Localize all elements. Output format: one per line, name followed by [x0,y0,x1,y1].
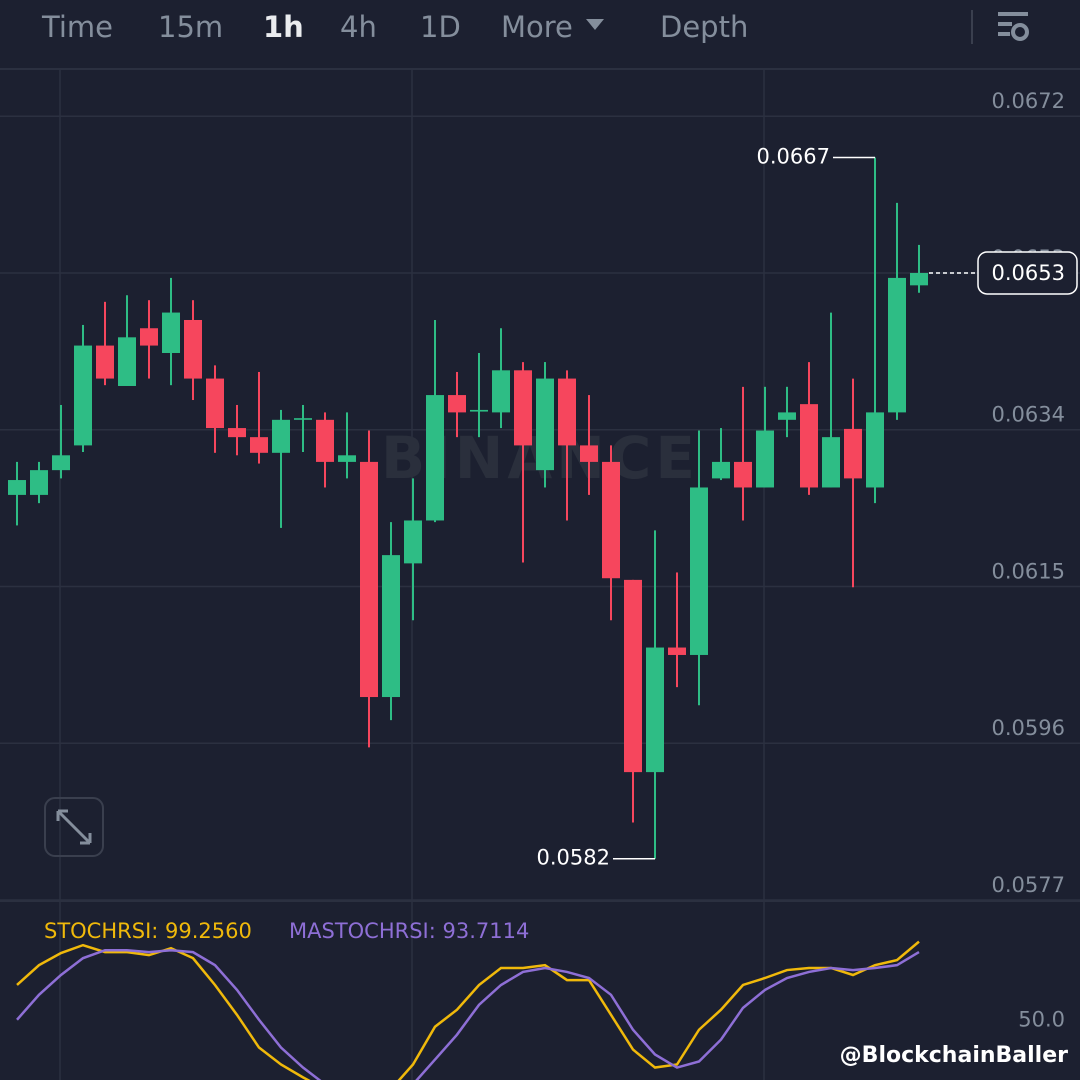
candle-body [360,461,378,698]
y-tick-label: 0.0596 [992,716,1065,740]
indicator-lines [16,940,920,1080]
candle-body [690,487,708,655]
candle-body [228,428,246,438]
candle-body [514,370,532,446]
candle-body [162,312,180,353]
candle-body [8,480,26,495]
y-tick-label: 0.0634 [992,403,1065,427]
y-tick-label: 0.0672 [992,89,1065,113]
candle-body [250,437,268,453]
tab[interactable]: Depth [660,10,748,44]
candle-body [316,419,334,462]
candle-body [382,555,400,698]
candle-body [74,345,92,446]
candle-body [624,579,642,773]
candle-body [448,395,466,413]
candle-body [272,419,290,453]
candle-body [866,412,884,488]
legend-entry: STOCHRSI: 99.2560 [44,919,252,943]
candle-body [30,470,48,495]
candle-body [800,404,818,488]
tab[interactable]: 1h [263,10,304,44]
candles [8,157,928,859]
legend-entry: MASTOCHRSI: 93.7114 [289,919,529,943]
tab[interactable]: More [501,10,573,44]
y-tick-label: 0.0615 [992,559,1065,583]
y-tick-label: 0.0577 [992,873,1065,897]
candle-body [668,647,686,655]
candle-body [118,337,136,386]
max-label: 0.0667 [757,144,830,168]
candle-body [646,647,664,773]
candle-body [426,395,444,521]
y-tick-label: 50.0 [1018,1008,1065,1032]
min-label: 0.0582 [537,846,610,870]
dropdown-arrow[interactable] [586,19,604,30]
candle-body [140,328,158,346]
last-price-box [977,251,1078,295]
tab[interactable]: Time [41,10,113,44]
candle-body [734,461,752,488]
last-price-label: 0.0653 [992,261,1065,285]
candle-body [52,455,70,471]
candle-body [778,412,796,420]
candle-body [536,378,554,471]
expand-icon [56,809,92,845]
expand-button[interactable] [44,797,104,857]
candle-body [558,378,576,446]
candle-body [338,455,356,462]
candle-body [756,430,774,488]
tab[interactable]: 15m [158,10,223,44]
candle-body [470,409,488,412]
candle-body [294,418,312,420]
candle-body [888,277,906,413]
candle-body [96,345,114,379]
candle-body [602,461,620,579]
candle-body [822,437,840,488]
tab[interactable]: 4h [340,10,377,44]
settings-icon[interactable] [998,12,1029,41]
candle-body [580,445,598,462]
candle-body [910,272,928,286]
candle-body [404,520,422,564]
tab[interactable]: 1D [420,10,461,44]
candle-body [492,370,510,413]
candle-body [206,378,224,429]
candle-body [184,319,202,379]
indicator-line [16,948,920,1080]
candle-body [712,461,730,479]
credit: @BlockchainBaller [840,1043,1068,1068]
candle-body [844,428,862,479]
